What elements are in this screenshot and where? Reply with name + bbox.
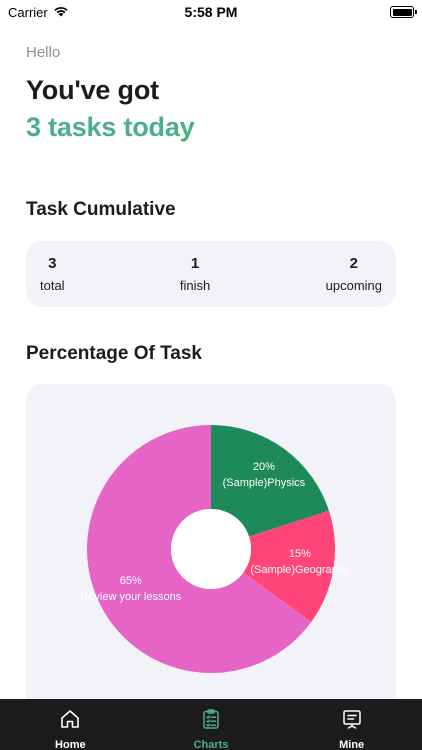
stat-total: 3 total (40, 255, 65, 293)
wifi-icon (53, 5, 69, 20)
carrier-label: Carrier (8, 4, 48, 20)
stat-upcoming-label: upcoming (325, 278, 382, 293)
tasks-today-text: 3 tasks today (26, 112, 195, 142)
greeting-text: Hello (26, 44, 61, 61)
battery-icon (390, 6, 417, 18)
task-stats-card: 3 total 1 finish 2 upcoming (26, 241, 396, 307)
chart-card: 20% (Sample)Physics 15% (Sample)Geography 65… (26, 384, 396, 714)
pie-slice-percent-0: 20% (253, 461, 275, 473)
tab-mine[interactable]: Mine (297, 708, 407, 750)
tab-charts-label: Charts (193, 739, 229, 750)
stat-finish: 1 finish (180, 255, 210, 293)
pie-slice-percent-2: 65% (120, 575, 142, 587)
clipboard-icon (200, 708, 222, 735)
headline-text: You've got (26, 75, 159, 105)
greeting-section: Hello You've got 3 tasks today (26, 44, 396, 143)
status-left: Carrier (8, 5, 69, 20)
presentation-icon (341, 708, 363, 735)
stat-upcoming-value: 2 (349, 255, 358, 272)
stat-finish-value: 1 (190, 255, 200, 272)
pie-slice-percent-1: 15% (289, 548, 311, 560)
stat-finish-label: finish (179, 278, 211, 293)
pie-slice-label-2: Review your lessons (80, 591, 181, 603)
pie-slice-label-1: (Sample)Geography (250, 564, 350, 576)
stat-upcoming: 2 upcoming (326, 255, 382, 293)
tab-mine-label: Mine (339, 739, 365, 750)
pie-slice-label-0: (Sample)Physics (223, 477, 306, 489)
home-icon (59, 708, 81, 735)
status-time: 5:58 PM (184, 4, 238, 20)
tab-home-label: Home (55, 739, 86, 750)
tab-charts[interactable]: Charts (156, 708, 266, 750)
donut-chart: 20% (Sample)Physics 15% (Sample)Geography 65… (80, 425, 350, 673)
stat-total-label: total (40, 278, 65, 293)
pie-slice-2 (86, 425, 312, 673)
status-bar: Carrier 5:58 PM (0, 0, 422, 24)
tab-home[interactable]: Home (15, 708, 125, 750)
tab-bar: Home Charts Mine (0, 699, 422, 750)
task-cumulative-title: Task Cumulative (26, 199, 176, 220)
stat-total-value: 3 (48, 255, 57, 272)
percentage-title: Percentage Of Task (26, 343, 203, 364)
pie-slice-1 (243, 510, 335, 622)
pie-slice-0 (211, 425, 329, 537)
donut-hole (171, 509, 251, 589)
